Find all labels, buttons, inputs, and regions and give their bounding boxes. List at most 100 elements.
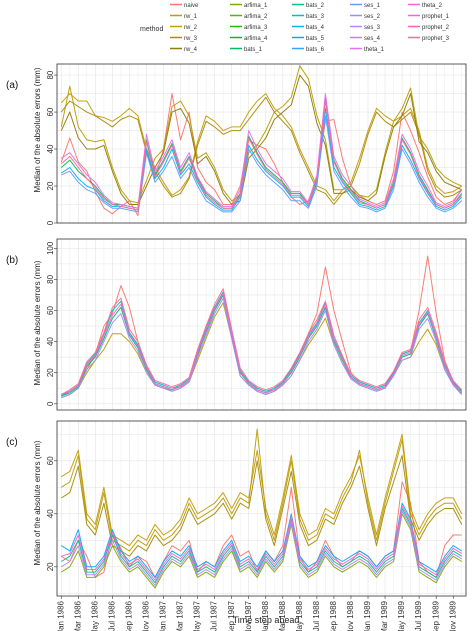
- x-axis-label: Time step ahead: [233, 615, 300, 625]
- series-line-rw-3: [61, 455, 463, 557]
- legend-label: rw_1: [184, 14, 198, 20]
- series-line-rw-2: [60, 93, 462, 202]
- x-tick-label: Jul 1987: [210, 600, 219, 631]
- y-tick-label: 60: [46, 306, 55, 315]
- legend-item-ses-2: ses_2: [350, 14, 381, 20]
- x-tick-label: Sep 1988: [329, 600, 338, 631]
- legend-item-bats-4: bats_4: [292, 25, 325, 31]
- x-tick-label: Nov 1987: [244, 600, 253, 631]
- plot-frame: [56, 63, 467, 224]
- legend-label: prophet_3: [422, 36, 450, 42]
- series-line-prophet-1: [61, 505, 462, 581]
- x-tick-label: Jan 1988: [261, 600, 270, 631]
- legend-label: bats_5: [306, 36, 325, 42]
- legend-item-prophet-1: prophet_1: [408, 14, 450, 20]
- y-tick-label: 40: [46, 144, 55, 153]
- x-tick-label: Jan 1989: [363, 600, 372, 631]
- legend-label: ses_2: [364, 14, 381, 20]
- x-tick-label: Mar 1989: [380, 600, 389, 631]
- y-tick-label: 0: [46, 401, 55, 406]
- y-tick-label: 20: [46, 562, 55, 571]
- x-tick-label: Mar 1988: [278, 600, 287, 631]
- series-line-rw-1: [60, 65, 462, 204]
- legend-title: method: [140, 26, 163, 33]
- panel-label: (b): [6, 255, 18, 266]
- y-tick-label: 40: [46, 509, 55, 518]
- legend-item-prophet-3: prophet_3: [408, 36, 450, 42]
- legend-label: rw_4: [184, 47, 198, 53]
- legend-label: bats_6: [306, 47, 325, 53]
- x-tick-label: Mar 1987: [176, 600, 185, 631]
- series-line-rw-2: [61, 433, 463, 547]
- x-tick-label: May 1986: [90, 600, 99, 631]
- legend-label: theta_1: [364, 47, 385, 53]
- legend-label: ses_4: [364, 36, 381, 42]
- legend-label: prophet_2: [422, 25, 450, 31]
- series-line-naive: [60, 93, 463, 217]
- legend-item-rw-3: rw_3: [170, 36, 198, 42]
- series-line-ses-2: [61, 297, 463, 399]
- legend-item-bats-3: bats_3: [292, 14, 325, 20]
- series-line-ses-1: [61, 115, 463, 213]
- series-line-theta-2: [61, 292, 463, 395]
- legend: method naive rw_1 rw_2 rw_3 rw_4 arfima_1arfi…: [140, 3, 450, 53]
- x-tick-label: Nov 1988: [346, 600, 355, 631]
- legend-item-ses-1: ses_1: [350, 3, 381, 9]
- x-tick-label: Jul 1988: [312, 600, 321, 631]
- x-axis: Jan 1986 Mar 1986 May 1986 Jul 1986 Sep 1986…: [56, 596, 457, 631]
- legend-item-bats-1: bats_1: [230, 47, 263, 53]
- legend-item-theta-2: theta_2: [408, 3, 443, 9]
- legend-label: theta_2: [422, 3, 443, 9]
- x-tick-label: May 1988: [295, 600, 304, 631]
- legend-item-theta-1: theta_1: [350, 47, 385, 53]
- legend-item-rw-4: rw_4: [170, 47, 198, 53]
- legend-item-arfima-4: arfima_4: [230, 36, 268, 42]
- x-tick-label: May 1987: [193, 600, 202, 631]
- legend-label: prophet_1: [422, 14, 450, 20]
- y-tick-label: 100: [46, 241, 55, 255]
- legend-item-prophet-2: prophet_2: [408, 25, 450, 31]
- legend-item-bats-5: bats_5: [292, 36, 325, 42]
- x-tick-label: Nov 1989: [448, 600, 457, 631]
- legend-item-ses-3: ses_3: [350, 25, 381, 31]
- series-line-rw-1: [61, 428, 463, 552]
- panel-label: (c): [6, 437, 18, 448]
- legend-label: rw_2: [184, 25, 198, 31]
- legend-item-rw-1: rw_1: [170, 14, 198, 20]
- panel-c: 20 40 60 (c): [6, 420, 467, 597]
- series-line-prophet-3: [60, 100, 463, 211]
- legend-label: ses_1: [364, 3, 381, 9]
- legend-item-arfima-1: arfima_1: [230, 3, 268, 9]
- legend-label: bats_2: [306, 3, 325, 9]
- legend-item-naive: naive: [170, 3, 199, 9]
- x-tick-label: May 1989: [397, 600, 406, 631]
- y-tick-label: 0: [46, 220, 55, 225]
- legend-item-rw-2: rw_2: [170, 25, 198, 31]
- y-tick-label: 40: [46, 337, 55, 346]
- panel-a: 0 20 40 60 80 (a): [6, 63, 467, 225]
- x-tick-label: Jul 1989: [414, 600, 423, 631]
- legend-item-bats-2: bats_2: [292, 3, 325, 9]
- x-tick-label: Sep 1986: [125, 600, 134, 631]
- x-tick-label: Jul 1986: [107, 600, 116, 631]
- legend-label: rw_3: [184, 36, 198, 42]
- x-tick-label: Mar 1986: [73, 600, 82, 631]
- legend-item-ses-4: ses_4: [350, 36, 381, 42]
- legend-label: bats_3: [306, 14, 325, 20]
- legend-label: ses_3: [364, 25, 381, 31]
- legend-label: arfima_2: [244, 14, 268, 20]
- legend-label: naive: [184, 3, 199, 9]
- y-tick-label: 60: [46, 107, 55, 116]
- legend-item-arfima-3: arfima_3: [230, 25, 268, 31]
- y-tick-label: 80: [46, 274, 55, 283]
- x-tick-label: Sep 1987: [227, 600, 236, 631]
- plot-background: [57, 239, 466, 410]
- y-axis-label-b: Median of the absolute errors (mm): [33, 260, 42, 385]
- series-line-rw-4: [60, 74, 462, 205]
- panels: 0 20 40 60 80 (a) 0 20 40 60 80 100 (b) 20 40 60 (c): [6, 63, 467, 597]
- y-tick-label: 60: [46, 456, 55, 465]
- y-axis-label-a: Median of the absolute errors (mm): [33, 67, 42, 192]
- series-line-prophet-3: [61, 288, 463, 395]
- plot-frame: [56, 420, 467, 597]
